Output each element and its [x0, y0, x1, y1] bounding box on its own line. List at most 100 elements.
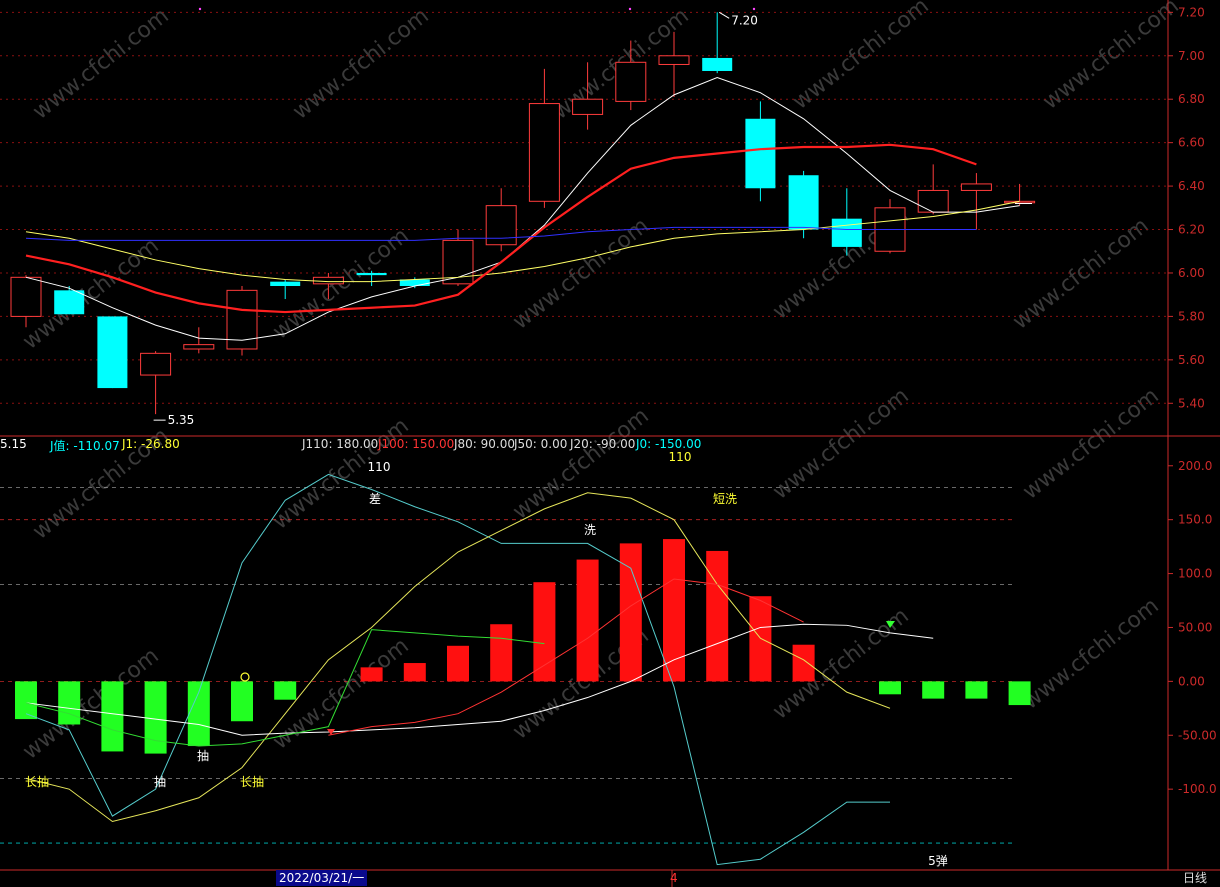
candle-down: [270, 281, 301, 286]
legend-item: J100: 150.00: [378, 437, 455, 451]
positive-bar: [792, 644, 815, 682]
signal-label: 110: [368, 460, 391, 474]
signal-label: 短洗: [713, 492, 737, 506]
ma10-line: [25, 200, 1020, 283]
top-dot: [752, 7, 756, 11]
period-button[interactable]: 日线: [1183, 871, 1208, 885]
positive-bar: [447, 645, 469, 682]
negative-bar: [231, 681, 253, 722]
watermark-text: www.cfchi.com: [288, 3, 433, 124]
candle-down: [831, 218, 862, 247]
candle-up: [658, 55, 690, 65]
moving-average-lines: [25, 76, 1020, 341]
watermark-text: www.cfchi.com: [768, 383, 913, 504]
signal-label: 洗: [584, 523, 596, 537]
indicator-lines: [25, 473, 934, 866]
positive-bar: [706, 550, 729, 682]
positive-bar: [663, 539, 685, 682]
positive-bar: [619, 543, 642, 682]
candle-up: [960, 183, 992, 191]
watermark-text: www.cfchi.com: [1038, 0, 1183, 115]
positive-bar: [403, 663, 426, 682]
signal-label: 5弹: [928, 854, 948, 868]
j-value-line: [25, 473, 890, 866]
legend-item: J值: -110.07: [50, 439, 120, 453]
indicator-tick-label: 150.0: [1178, 513, 1212, 527]
indicator-tick-label: -50.00: [1178, 728, 1217, 742]
candle-up: [140, 352, 172, 376]
price-tick-label: 5.60: [1178, 353, 1205, 367]
price-tick-label: 6.40: [1178, 179, 1205, 193]
down-arrow-icon: [327, 729, 335, 735]
positive-bar: [490, 624, 513, 682]
watermark-text: www.cfchi.com: [268, 413, 413, 534]
candle-up: [528, 103, 560, 202]
signal-label: 长抽: [25, 775, 49, 789]
negative-bar: [922, 681, 945, 699]
watermark-text: www.cfchi.com: [18, 643, 163, 764]
negative-bar: [101, 681, 124, 752]
high-arrow-icon: [718, 11, 730, 19]
indicator-bars: [15, 539, 1031, 754]
legend-item: J80: 90.00: [454, 437, 516, 451]
price-tick-label: 5.80: [1178, 309, 1205, 323]
candle-up: [183, 344, 215, 350]
green-signal-line: [25, 629, 545, 747]
negative-bar: [879, 681, 901, 695]
candle-down: [745, 118, 776, 189]
watermark-text: www.cfchi.com: [1018, 593, 1163, 714]
price-axis: 7.20 7.00 6.80 6.60 6.40 6.20 6.00 5.80 5.60 5.40: [1168, 5, 1205, 410]
legend-item: 5.15: [0, 437, 27, 451]
ma5-line: [25, 76, 1020, 341]
candle-up: [485, 205, 517, 246]
negative-bar: [58, 681, 81, 725]
signal-label: 抽: [154, 775, 166, 789]
candle-down: [97, 316, 128, 389]
candle-up: [572, 98, 604, 115]
candle-down: [356, 272, 387, 276]
legend-item: J1: -26.80: [122, 437, 180, 451]
legend-item: J0: -150.00: [636, 437, 702, 451]
price-tick-label: 6.80: [1178, 92, 1205, 106]
negative-bar: [187, 681, 210, 747]
candle-up: [10, 276, 42, 317]
watermark-text: www.cfchi.com: [1018, 383, 1163, 504]
price-grid: [0, 11, 1168, 404]
watermark-text: www.cfchi.com: [28, 3, 173, 124]
price-tick-label: 5.40: [1178, 396, 1205, 410]
positive-bar: [360, 667, 383, 682]
price-annotations: 7.20 5.35: [153, 11, 1032, 427]
cursor-marker: 4: [670, 871, 678, 885]
indicator-tick-label: 0.00: [1178, 674, 1205, 688]
negative-bar: [15, 681, 37, 720]
watermark-text: www.cfchi.com: [508, 403, 653, 524]
signal-label: 差: [369, 492, 381, 506]
positive-bar: [576, 559, 599, 682]
legend-item: J50: 0.00: [514, 437, 568, 451]
signal-label: 110: [669, 450, 692, 464]
j1-line: [25, 492, 891, 823]
price-tick-label: 6.20: [1178, 223, 1205, 237]
candle-up: [615, 61, 647, 102]
candle-down: [54, 290, 85, 315]
high-price-label: 7.20: [731, 13, 758, 27]
top-dot: [198, 7, 202, 11]
circle-marker-icon: [240, 672, 250, 682]
candlesticks[interactable]: [10, 12, 1036, 415]
ma60-line: [25, 226, 977, 241]
candle-up: [917, 189, 949, 213]
positive-bar: [533, 582, 556, 682]
legend-item: J110: 180.00: [302, 437, 379, 451]
date-cursor-label: 2022/03/21/一: [276, 870, 368, 886]
top-dot: [628, 7, 632, 11]
indicator-axis: 200.0 150.0 100.0 50.00 0.00 -50.00 -100.0: [1168, 459, 1217, 796]
indicator-tick-label: -100.0: [1178, 782, 1217, 796]
candle-up: [312, 276, 344, 285]
price-tick-label: 7.00: [1178, 49, 1205, 63]
indicator-tick-label: 100.0: [1178, 567, 1212, 581]
candle-down: [788, 175, 819, 230]
indicator-tick-label: 50.00: [1178, 620, 1212, 634]
legend-item: J20: -90.00: [570, 437, 636, 451]
